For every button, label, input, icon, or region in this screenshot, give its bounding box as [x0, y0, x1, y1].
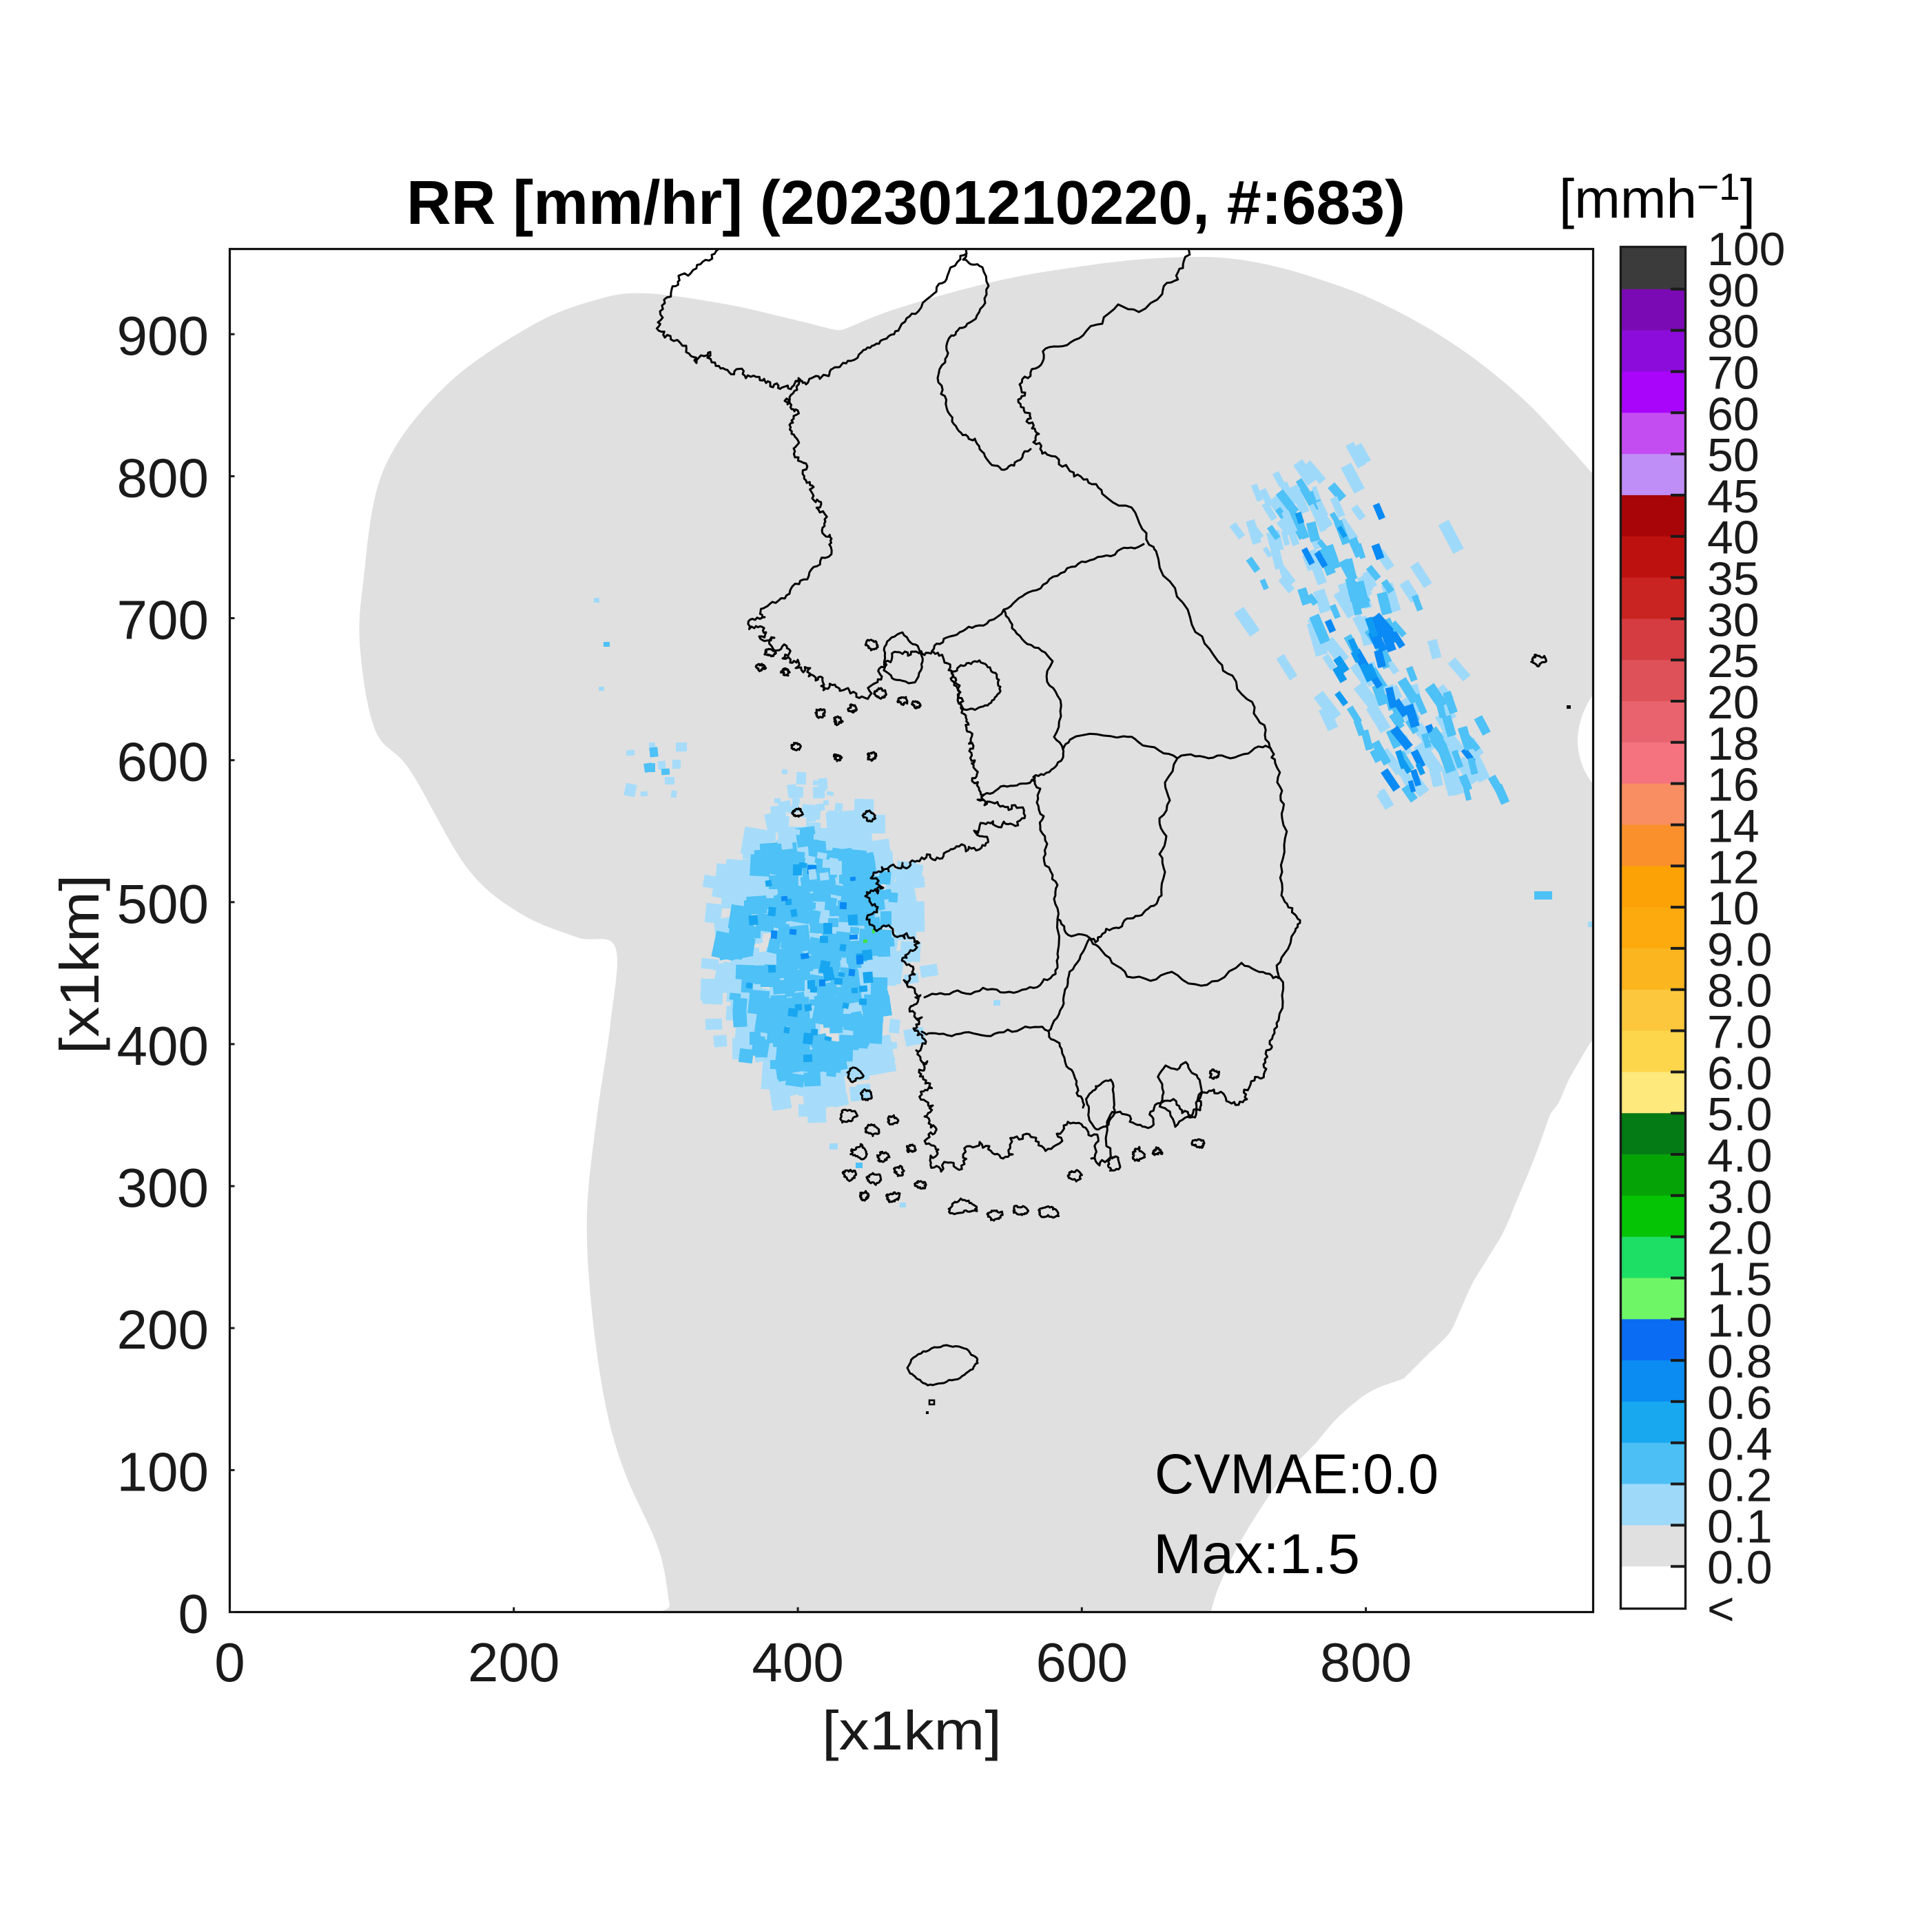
svg-text:800: 800 — [117, 447, 209, 508]
svg-text:300: 300 — [117, 1157, 209, 1218]
svg-text:0.0: 0.0 — [1707, 1541, 1773, 1594]
svg-text:<: < — [1707, 1583, 1735, 1635]
svg-text:25: 25 — [1707, 635, 1760, 687]
svg-text:70: 70 — [1707, 347, 1760, 399]
svg-text:35: 35 — [1707, 553, 1760, 605]
svg-text:[x1km]: [x1km] — [49, 875, 110, 1055]
svg-text:60: 60 — [1707, 388, 1760, 440]
svg-text:1.5: 1.5 — [1707, 1254, 1773, 1306]
svg-text:16: 16 — [1707, 759, 1760, 811]
svg-text:90: 90 — [1707, 264, 1760, 317]
svg-text:1.0: 1.0 — [1707, 1294, 1773, 1347]
svg-text:100: 100 — [117, 1441, 209, 1502]
svg-text:6.0: 6.0 — [1707, 1047, 1773, 1099]
svg-text:45: 45 — [1707, 470, 1760, 523]
svg-text:7.0: 7.0 — [1707, 1006, 1773, 1059]
svg-text:20: 20 — [1707, 676, 1760, 729]
svg-text:8.0: 8.0 — [1707, 965, 1773, 1017]
svg-text:5.0: 5.0 — [1707, 1088, 1773, 1141]
svg-text:0.1: 0.1 — [1707, 1500, 1773, 1552]
svg-text:CVMAE:0.0: CVMAE:0.0 — [1155, 1443, 1438, 1506]
svg-text:600: 600 — [1036, 1632, 1128, 1693]
svg-text:400: 400 — [117, 1015, 209, 1077]
svg-text:500: 500 — [117, 873, 209, 935]
svg-text:600: 600 — [117, 731, 209, 793]
svg-text:9.0: 9.0 — [1707, 924, 1773, 976]
svg-text:50: 50 — [1707, 429, 1760, 481]
svg-text:200: 200 — [468, 1632, 559, 1693]
svg-text:0.4: 0.4 — [1707, 1418, 1773, 1471]
svg-text:12: 12 — [1707, 841, 1760, 893]
svg-text:0.8: 0.8 — [1707, 1336, 1773, 1388]
svg-text:RR [mm/hr] (202301210220, #:68: RR [mm/hr] (202301210220, #:683) — [406, 169, 1405, 238]
svg-text:0.2: 0.2 — [1707, 1460, 1773, 1512]
svg-text:Max:1.5: Max:1.5 — [1153, 1523, 1360, 1586]
svg-text:2.0: 2.0 — [1707, 1212, 1773, 1265]
svg-text:40: 40 — [1707, 512, 1760, 564]
svg-text:900: 900 — [117, 305, 209, 366]
svg-text:18: 18 — [1707, 718, 1760, 770]
svg-text:14: 14 — [1707, 800, 1760, 853]
svg-text:800: 800 — [1320, 1632, 1412, 1693]
svg-text:0: 0 — [178, 1583, 209, 1645]
svg-text:30: 30 — [1707, 594, 1760, 646]
svg-text:400: 400 — [752, 1632, 843, 1693]
svg-text:0.6: 0.6 — [1707, 1377, 1773, 1429]
svg-text:[x1km]: [x1km] — [822, 1700, 1002, 1761]
svg-text:100: 100 — [1707, 223, 1785, 276]
svg-text:80: 80 — [1707, 306, 1760, 358]
svg-text:4.0: 4.0 — [1707, 1130, 1773, 1182]
svg-text:10: 10 — [1707, 882, 1760, 935]
svg-text:0: 0 — [214, 1632, 245, 1693]
svg-text:700: 700 — [117, 590, 209, 651]
svg-text:3.0: 3.0 — [1707, 1171, 1773, 1223]
svg-text:200: 200 — [117, 1299, 209, 1360]
